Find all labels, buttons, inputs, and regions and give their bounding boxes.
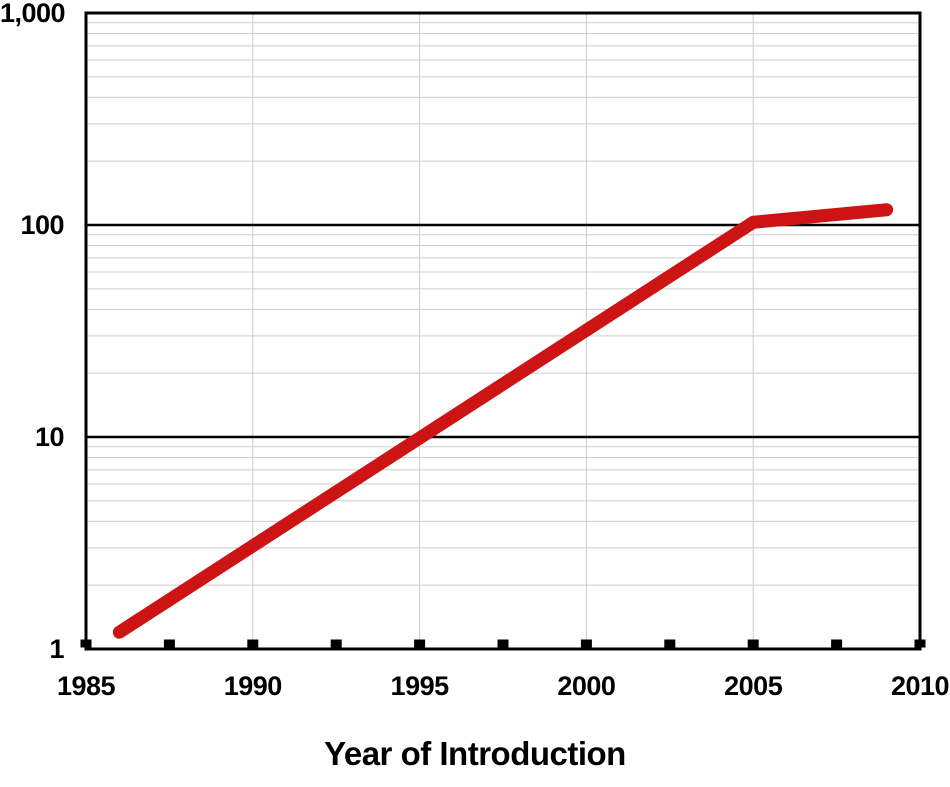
- x-axis-tick-mark: [580, 639, 592, 648]
- x-axis-tick-mark: [80, 639, 92, 648]
- y-tick-label: 100: [20, 210, 64, 240]
- x-axis-tick-mark: [497, 639, 509, 648]
- series-line: [112, 203, 894, 639]
- x-tick-label: 2005: [724, 671, 783, 701]
- x-axis-tick-mark: [664, 639, 676, 648]
- x-axis-title: Year of Introduction: [324, 735, 626, 772]
- x-axis-tick-mark: [163, 639, 175, 648]
- y-tick-label: 1,000: [0, 0, 66, 28]
- x-tick-label: 1995: [390, 671, 450, 701]
- x-axis-tick-mark: [247, 639, 259, 648]
- y-tick-label: 10: [34, 422, 65, 452]
- x-tick-label: 2010: [890, 671, 950, 701]
- x-axis-tick-mark: [914, 639, 926, 648]
- x-tick-label: 2000: [557, 671, 616, 701]
- x-axis-tick-mark: [831, 639, 843, 648]
- x-axis-tick-mark: [330, 639, 342, 648]
- x-tick-label: 1985: [56, 671, 116, 701]
- x-axis-tick-mark: [414, 639, 426, 648]
- plot-frame: [84, 11, 922, 651]
- x-axis-tick-mark: [747, 639, 759, 648]
- x-tick-label: 1990: [223, 671, 283, 701]
- y-tick-label: 1: [49, 634, 64, 664]
